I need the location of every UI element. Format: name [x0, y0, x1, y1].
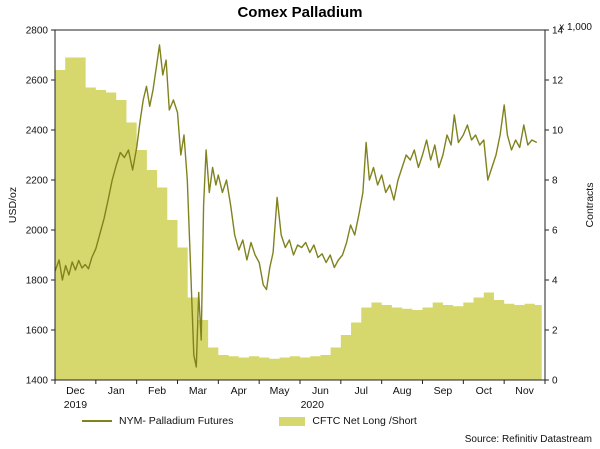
legend-label-cftc: CFTC Net Long /Short — [312, 415, 417, 427]
left-tick-label: 1600 — [26, 326, 49, 337]
left-tick-label: 2800 — [26, 26, 49, 37]
source-attribution: Source: Refinitiv Datastream — [464, 434, 592, 445]
year-label: 2020 — [301, 399, 325, 411]
left-axis-label: USD/oz — [7, 186, 19, 224]
month-label: Oct — [476, 385, 492, 397]
month-label: Feb — [148, 385, 166, 397]
right-tick-label: 4 — [552, 276, 558, 287]
month-label: Apr — [231, 385, 248, 397]
right-axis-label: Contracts — [584, 182, 596, 228]
line-series-swatch — [82, 420, 112, 422]
right-tick-label: 10 — [552, 126, 564, 137]
right-axis-unit-label: x 1,000 — [559, 22, 592, 33]
legend-item-futures: NYM- Palladium Futures — [82, 415, 233, 427]
left-tick-label: 1800 — [26, 276, 49, 287]
left-tick-label: 1400 — [26, 376, 49, 387]
month-label: Nov — [515, 385, 534, 397]
cftc-area-series — [55, 57, 542, 380]
right-tick-label: 0 — [552, 376, 558, 387]
month-label: Sep — [434, 385, 453, 397]
left-tick-label: 2200 — [26, 176, 49, 187]
chart-title: Comex Palladium — [237, 4, 363, 21]
right-tick-label: 12 — [552, 76, 564, 87]
right-tick-label: 2 — [552, 326, 558, 337]
right-tick-label: 8 — [552, 176, 558, 187]
month-label: Mar — [189, 385, 208, 397]
right-tick-label: 6 — [552, 226, 558, 237]
left-tick-label: 2000 — [26, 226, 49, 237]
month-label: Dec — [66, 385, 85, 397]
legend-label-futures: NYM- Palladium Futures — [119, 415, 234, 427]
legend: NYM- Palladium Futures CFTC Net Long /Sh… — [82, 415, 417, 427]
month-label: May — [270, 385, 291, 397]
left-tick-label: 2600 — [26, 76, 49, 87]
month-label: Jun — [312, 385, 329, 397]
legend-item-cftc: CFTC Net Long /Short — [279, 415, 417, 427]
month-label: Jan — [108, 385, 125, 397]
left-tick-label: 2400 — [26, 126, 49, 137]
palladium-line-series — [54, 44, 538, 368]
year-label: 2019 — [64, 399, 88, 411]
area-series-swatch — [279, 416, 306, 426]
month-label: Jul — [355, 385, 368, 397]
right-tick-label: 14 — [552, 26, 564, 37]
month-label: Aug — [393, 385, 412, 397]
